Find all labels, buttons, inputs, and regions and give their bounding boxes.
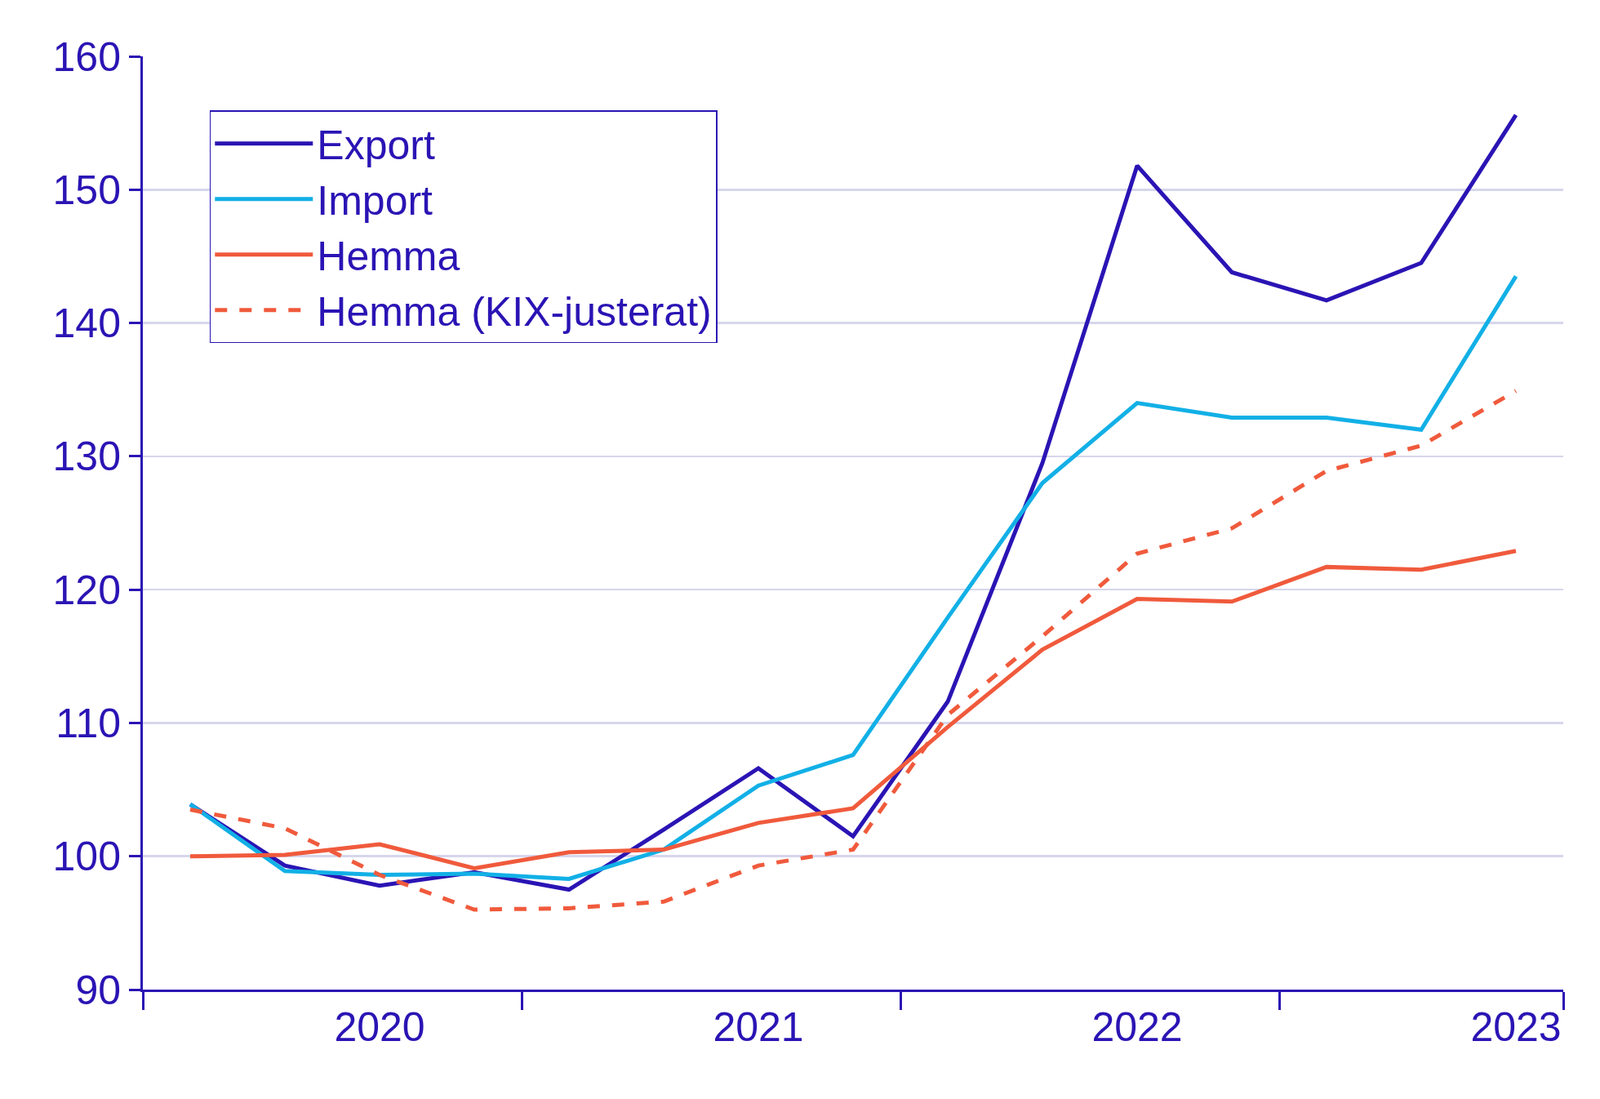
svg-text:110: 110 (55, 700, 121, 747)
svg-text:140: 140 (53, 300, 121, 347)
svg-text:Export: Export (316, 122, 436, 169)
svg-text:2023: 2023 (1470, 1004, 1561, 1050)
svg-text:100: 100 (53, 833, 121, 880)
svg-text:120: 120 (53, 567, 121, 614)
svg-text:2022: 2022 (1091, 1004, 1183, 1050)
svg-text:150: 150 (53, 167, 121, 214)
svg-text:130: 130 (53, 433, 121, 480)
svg-text:2020: 2020 (333, 1004, 425, 1050)
svg-text:90: 90 (75, 967, 121, 1014)
svg-text:Hemma (KIX-justerat): Hemma (KIX-justerat) (316, 288, 712, 335)
svg-text:Import: Import (316, 177, 433, 224)
svg-text:160: 160 (53, 34, 121, 80)
svg-text:Hemma: Hemma (316, 233, 460, 280)
svg-text:2021: 2021 (712, 1004, 804, 1050)
